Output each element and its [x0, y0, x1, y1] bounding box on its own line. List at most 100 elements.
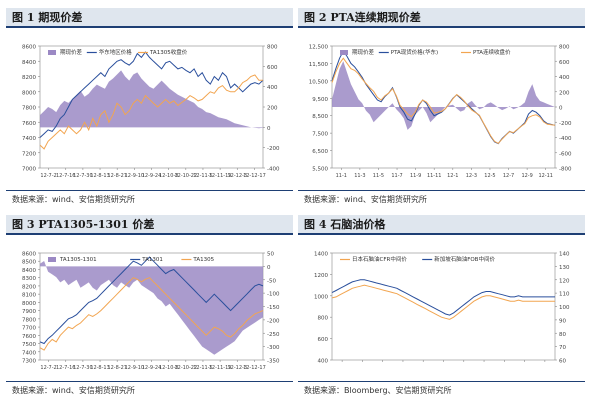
y-left-tick-label: 8000 — [22, 90, 36, 96]
chart-1-source: 数据来源：wind、安信期货研究所 — [12, 195, 135, 204]
x-tick-label: 11-11 — [427, 173, 442, 179]
y-right-tick-label: 600 — [559, 60, 570, 66]
x-tick-label: 12-8-27 — [107, 173, 127, 179]
y-left-tick-label: 1200 — [314, 273, 328, 279]
y-right-tick-label: 800 — [267, 45, 278, 51]
y-left-tick-label: 12,500 — [309, 45, 329, 51]
chart-3-plot: 7300 7400 7500 7600 7700 7800 7900 8000 8100 8200… — [22, 252, 280, 372]
y-right-tick-label: -600 — [559, 151, 572, 157]
chart-4-source: 数据来源：Bloomberg、安信期货研究所 — [304, 386, 452, 395]
chart-2-source: 数据来源：wind、安信期货研究所 — [304, 195, 427, 204]
x-tick-label: 12-7-30 — [73, 365, 93, 371]
legend-label: 华东地区价格 — [99, 48, 133, 56]
y-left-tick-label: 7600 — [22, 121, 36, 127]
y-right-tick-label: 130 — [559, 265, 570, 271]
x-tick-label: 12-3 — [466, 173, 477, 179]
y-left-tick-label: 7200 — [22, 151, 36, 157]
chart-2-plot: 5,500 6,500 7,500 8,500 9,500 10,500 11,500 12,… — [309, 45, 572, 180]
y-left-tick-label: 400 — [318, 359, 329, 365]
x-tick-label: 12-10-22 — [174, 365, 197, 371]
y-right-tick-label: -100 — [267, 292, 280, 298]
y-left-tick-label: 7800 — [22, 106, 36, 112]
y-right-tick-label: 0 — [559, 106, 563, 112]
legend-label: PTA连续收盘价 — [473, 48, 511, 56]
x-tick-label: 12-12-17 — [243, 365, 266, 371]
y-right-tick-label: 100 — [559, 305, 570, 311]
x-tick-label: 12-7-16 — [56, 173, 76, 179]
y-left-tick-label: 6,500 — [312, 149, 328, 155]
x-tick-label: 12-10-8 — [159, 173, 179, 179]
y-left-tick-label: 7600 — [22, 334, 36, 340]
legend-label: PTA现货价格(华东) — [391, 48, 438, 56]
y-right-tick-label: 800 — [559, 45, 570, 51]
y-left-tick-label: 8,500 — [312, 114, 328, 120]
legend-swatch — [48, 50, 56, 55]
plot-frame — [331, 252, 556, 361]
y-right-tick-label: 110 — [559, 292, 570, 298]
x-tick-label: 12-8-13 — [90, 365, 110, 371]
x-tick-label: 11-3 — [354, 173, 365, 179]
x-tick-label: 12-5 — [484, 173, 495, 179]
y-right-tick-label: -50 — [267, 278, 276, 284]
y-right-tick-label: -350 — [267, 359, 280, 365]
chart-3-title: 图 3 PTA1305-1301 价差 — [6, 215, 293, 235]
y-right-tick-label: -250 — [267, 332, 280, 338]
series-line-1 — [331, 279, 555, 316]
chart-1-title: 图 1 期现价差 — [6, 8, 293, 28]
y-left-tick-label: 8500 — [22, 260, 36, 266]
y-right-tick-label: 140 — [559, 252, 570, 258]
y-right-tick-label: -200 — [267, 318, 280, 324]
source-rule — [298, 190, 585, 191]
series-line-1 — [39, 256, 264, 345]
y-left-tick-label: 7400 — [22, 136, 36, 142]
y-right-tick-label: -200 — [559, 121, 572, 127]
y-right-tick-label: 200 — [559, 90, 570, 96]
chart-3-source: 数据来源：wind、安信期货研究所 — [12, 386, 135, 395]
legend-label: TA1305收盘价 — [149, 48, 188, 56]
legend-swatch — [48, 257, 56, 262]
legend-label: 期现价差 — [352, 48, 375, 56]
series-line-1 — [39, 51, 264, 138]
x-tick-label: 12-9-24 — [142, 365, 162, 371]
chart-4-title: 图 4 石脑油价格 — [298, 215, 585, 235]
y-right-tick-label: 50 — [267, 252, 274, 258]
y-left-tick-label: 9,500 — [312, 97, 328, 103]
y-right-tick-label: -800 — [559, 167, 572, 173]
legend-swatch — [340, 50, 348, 55]
y-right-tick-label: -200 — [267, 146, 280, 152]
x-tick-label: 12-8-13 — [90, 173, 110, 179]
y-right-tick-label: 400 — [559, 75, 570, 81]
series-line-2 — [39, 74, 263, 150]
y-left-tick-label: 7000 — [22, 167, 36, 173]
y-right-tick-label: -400 — [267, 167, 280, 173]
y-left-tick-label: 800 — [318, 316, 329, 322]
chart-4-plot: 400 600 800 1000 1200 1400 60 70 80 90 100 110 120 13… — [314, 252, 570, 365]
y-right-tick-label: 60 — [559, 359, 566, 365]
y-right-tick-label: 80 — [559, 332, 566, 338]
x-tick-label: 12-1 — [447, 173, 458, 179]
x-tick-label: 12-7 — [503, 173, 514, 179]
y-right-tick-label: 0 — [267, 126, 271, 132]
y-left-tick-label: 8400 — [22, 60, 36, 66]
chart-panel-3: 图 3 PTA1305-1301 价差 7300 7400 7500 7600 7700… — [6, 215, 293, 395]
y-left-tick-label: 5,500 — [312, 167, 328, 173]
y-right-tick-label: 90 — [559, 318, 566, 324]
legend-label: TA1305 — [192, 257, 214, 263]
y-right-tick-label: -300 — [267, 345, 280, 351]
series-line-0 — [331, 284, 555, 320]
y-left-tick-label: 8600 — [22, 45, 36, 51]
y-left-tick-label: 8200 — [22, 75, 36, 81]
y-left-tick-label: 8300 — [22, 276, 36, 282]
y-left-tick-label: 11,500 — [309, 62, 329, 68]
x-tick-label: 12-7-2 — [40, 173, 56, 179]
legend-label: TA1305-1301 — [59, 257, 97, 263]
y-left-tick-label: 8000 — [22, 301, 36, 307]
series-area-0 — [40, 70, 263, 129]
y-right-tick-label: 400 — [267, 85, 278, 91]
y-left-tick-label: 7800 — [22, 317, 36, 323]
chart-panel-4: 图 4 石脑油价格 400 600 800 1000 1200 1400 60 70 80 90 1… — [298, 215, 585, 395]
x-tick-label: 12-10-8 — [159, 365, 179, 371]
x-tick-label: 11-5 — [373, 173, 384, 179]
y-left-tick-label: 7,500 — [312, 132, 328, 138]
x-tick-label: 12-9 — [521, 173, 532, 179]
